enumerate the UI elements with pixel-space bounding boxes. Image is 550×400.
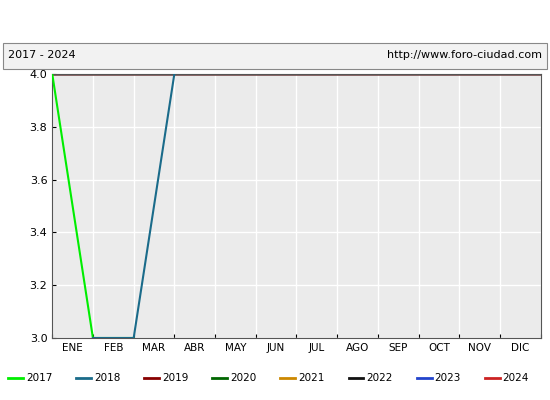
- Text: 2017 - 2024: 2017 - 2024: [8, 50, 76, 60]
- Text: 2019: 2019: [162, 373, 189, 383]
- Text: http://www.foro-ciudad.com: http://www.foro-ciudad.com: [387, 50, 542, 60]
- FancyBboxPatch shape: [3, 43, 547, 68]
- Text: 2021: 2021: [298, 373, 324, 383]
- Text: Evolucion num de emigrantes en La Cueva de Roa: Evolucion num de emigrantes en La Cueva …: [100, 14, 450, 28]
- Text: 2020: 2020: [230, 373, 256, 383]
- Text: 2023: 2023: [434, 373, 461, 383]
- Text: 2022: 2022: [366, 373, 393, 383]
- Text: 2017: 2017: [26, 373, 52, 383]
- Text: 2018: 2018: [94, 373, 120, 383]
- Text: 2024: 2024: [502, 373, 529, 383]
